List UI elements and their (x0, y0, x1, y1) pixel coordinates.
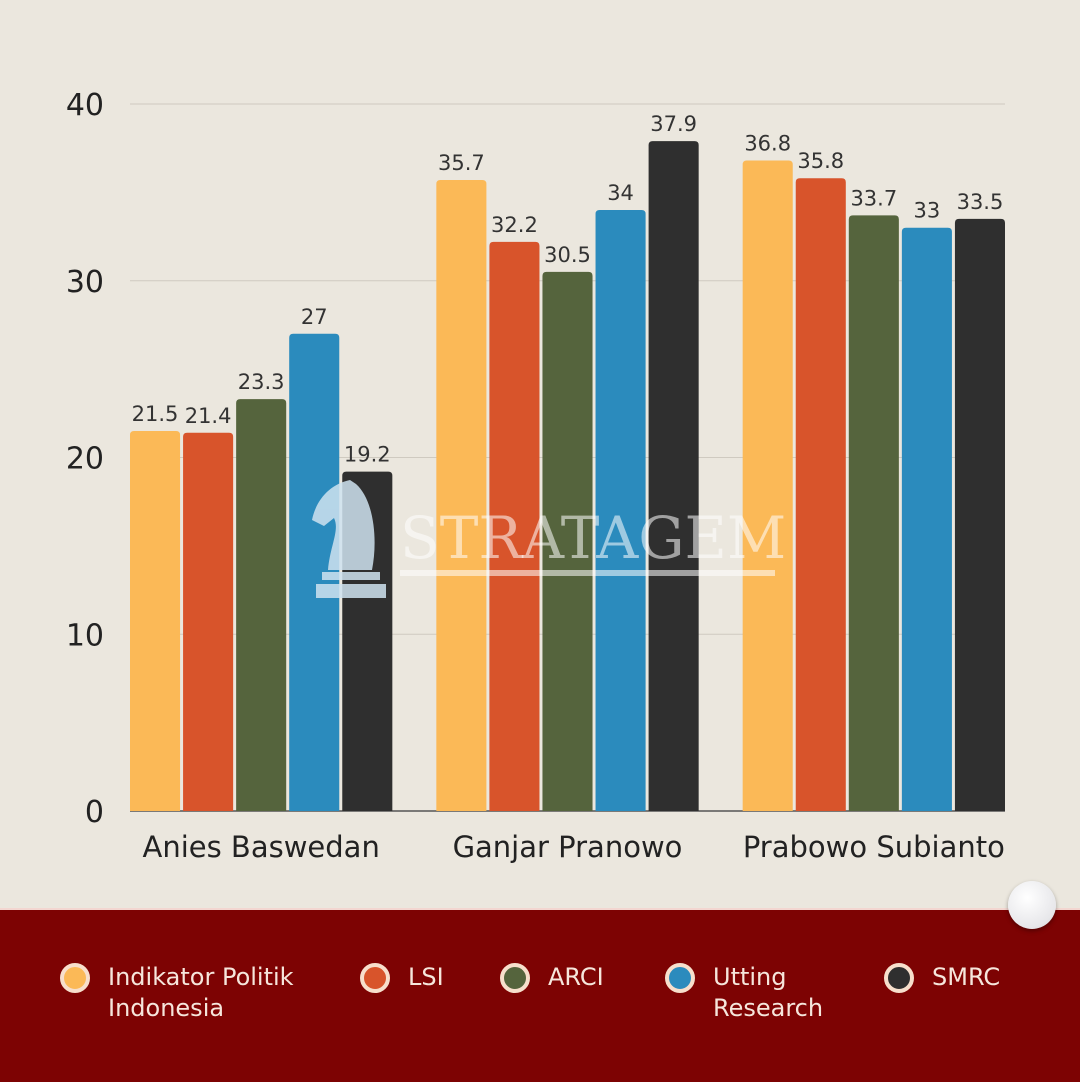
legend-swatch (884, 963, 914, 993)
data-label: 27 (301, 305, 328, 329)
bar (342, 471, 393, 811)
data-label: 23.3 (238, 370, 285, 394)
legend-label: Indikator Politik (108, 963, 294, 991)
legend-label: Research (713, 994, 824, 1022)
data-label: 21.4 (185, 404, 232, 428)
bar (795, 178, 846, 812)
y-tick-label: 10 (66, 618, 104, 653)
legend-swatch (360, 963, 390, 993)
data-label: 33.7 (850, 186, 897, 210)
bar-chart: 0 10 20 30 40 Anies Baswedan 21.5 21.423.3 27 19.… (66, 88, 1005, 864)
bar (595, 210, 646, 812)
data-label: 33.5 (957, 190, 1004, 214)
bar (954, 218, 1005, 811)
legend-label: SMRC (932, 963, 1001, 991)
legend-item-smrc: SMRC (884, 962, 1000, 993)
bar (542, 271, 593, 812)
legend-item-indikator: Indikator Politik Indonesia (60, 962, 294, 1024)
data-label: 36.8 (744, 132, 791, 156)
data-label: 21.5 (132, 402, 179, 426)
bar (236, 399, 287, 811)
legend-footer: Indikator Politik Indonesia LSI ARCI Utti… (0, 908, 1080, 1082)
legend-swatch (60, 963, 90, 993)
data-label: 30.5 (544, 243, 591, 267)
legend-item-arci: ARCI (500, 962, 604, 993)
data-label: 35.7 (438, 151, 485, 175)
legend-item-utting: Utting Research (665, 962, 823, 1024)
scroll-knob-button[interactable] (1008, 881, 1056, 929)
data-label: 19.2 (344, 443, 391, 467)
bar (848, 215, 899, 812)
bar (436, 180, 487, 811)
data-label: 37.9 (650, 112, 697, 136)
bar (648, 141, 699, 811)
legend-label: Utting (713, 963, 787, 991)
legend-swatch (500, 963, 530, 993)
data-label: 35.8 (797, 149, 844, 173)
x-tick-label: Anies Baswedan (142, 830, 379, 864)
bar (289, 333, 340, 811)
data-label: 34 (607, 181, 634, 205)
legend-swatch (665, 963, 695, 993)
legend-item-lsi: LSI (360, 962, 444, 993)
y-tick-label: 40 (66, 88, 104, 123)
y-tick-label: 20 (66, 442, 104, 477)
legend-label: LSI (408, 963, 444, 991)
bar (742, 160, 793, 811)
y-tick-label: 0 (85, 795, 104, 830)
bar (489, 241, 540, 812)
x-tick-label: Prabowo Subianto (743, 830, 1005, 864)
y-tick-label: 30 (66, 265, 104, 300)
legend-label: Indonesia (108, 994, 225, 1022)
data-label: 33 (914, 199, 941, 223)
legend-label: ARCI (548, 963, 604, 991)
bar (130, 430, 181, 811)
bar (183, 432, 234, 811)
bar (901, 227, 952, 812)
x-tick-label: Ganjar Pranowo (453, 830, 683, 864)
data-label: 32.2 (491, 213, 538, 237)
